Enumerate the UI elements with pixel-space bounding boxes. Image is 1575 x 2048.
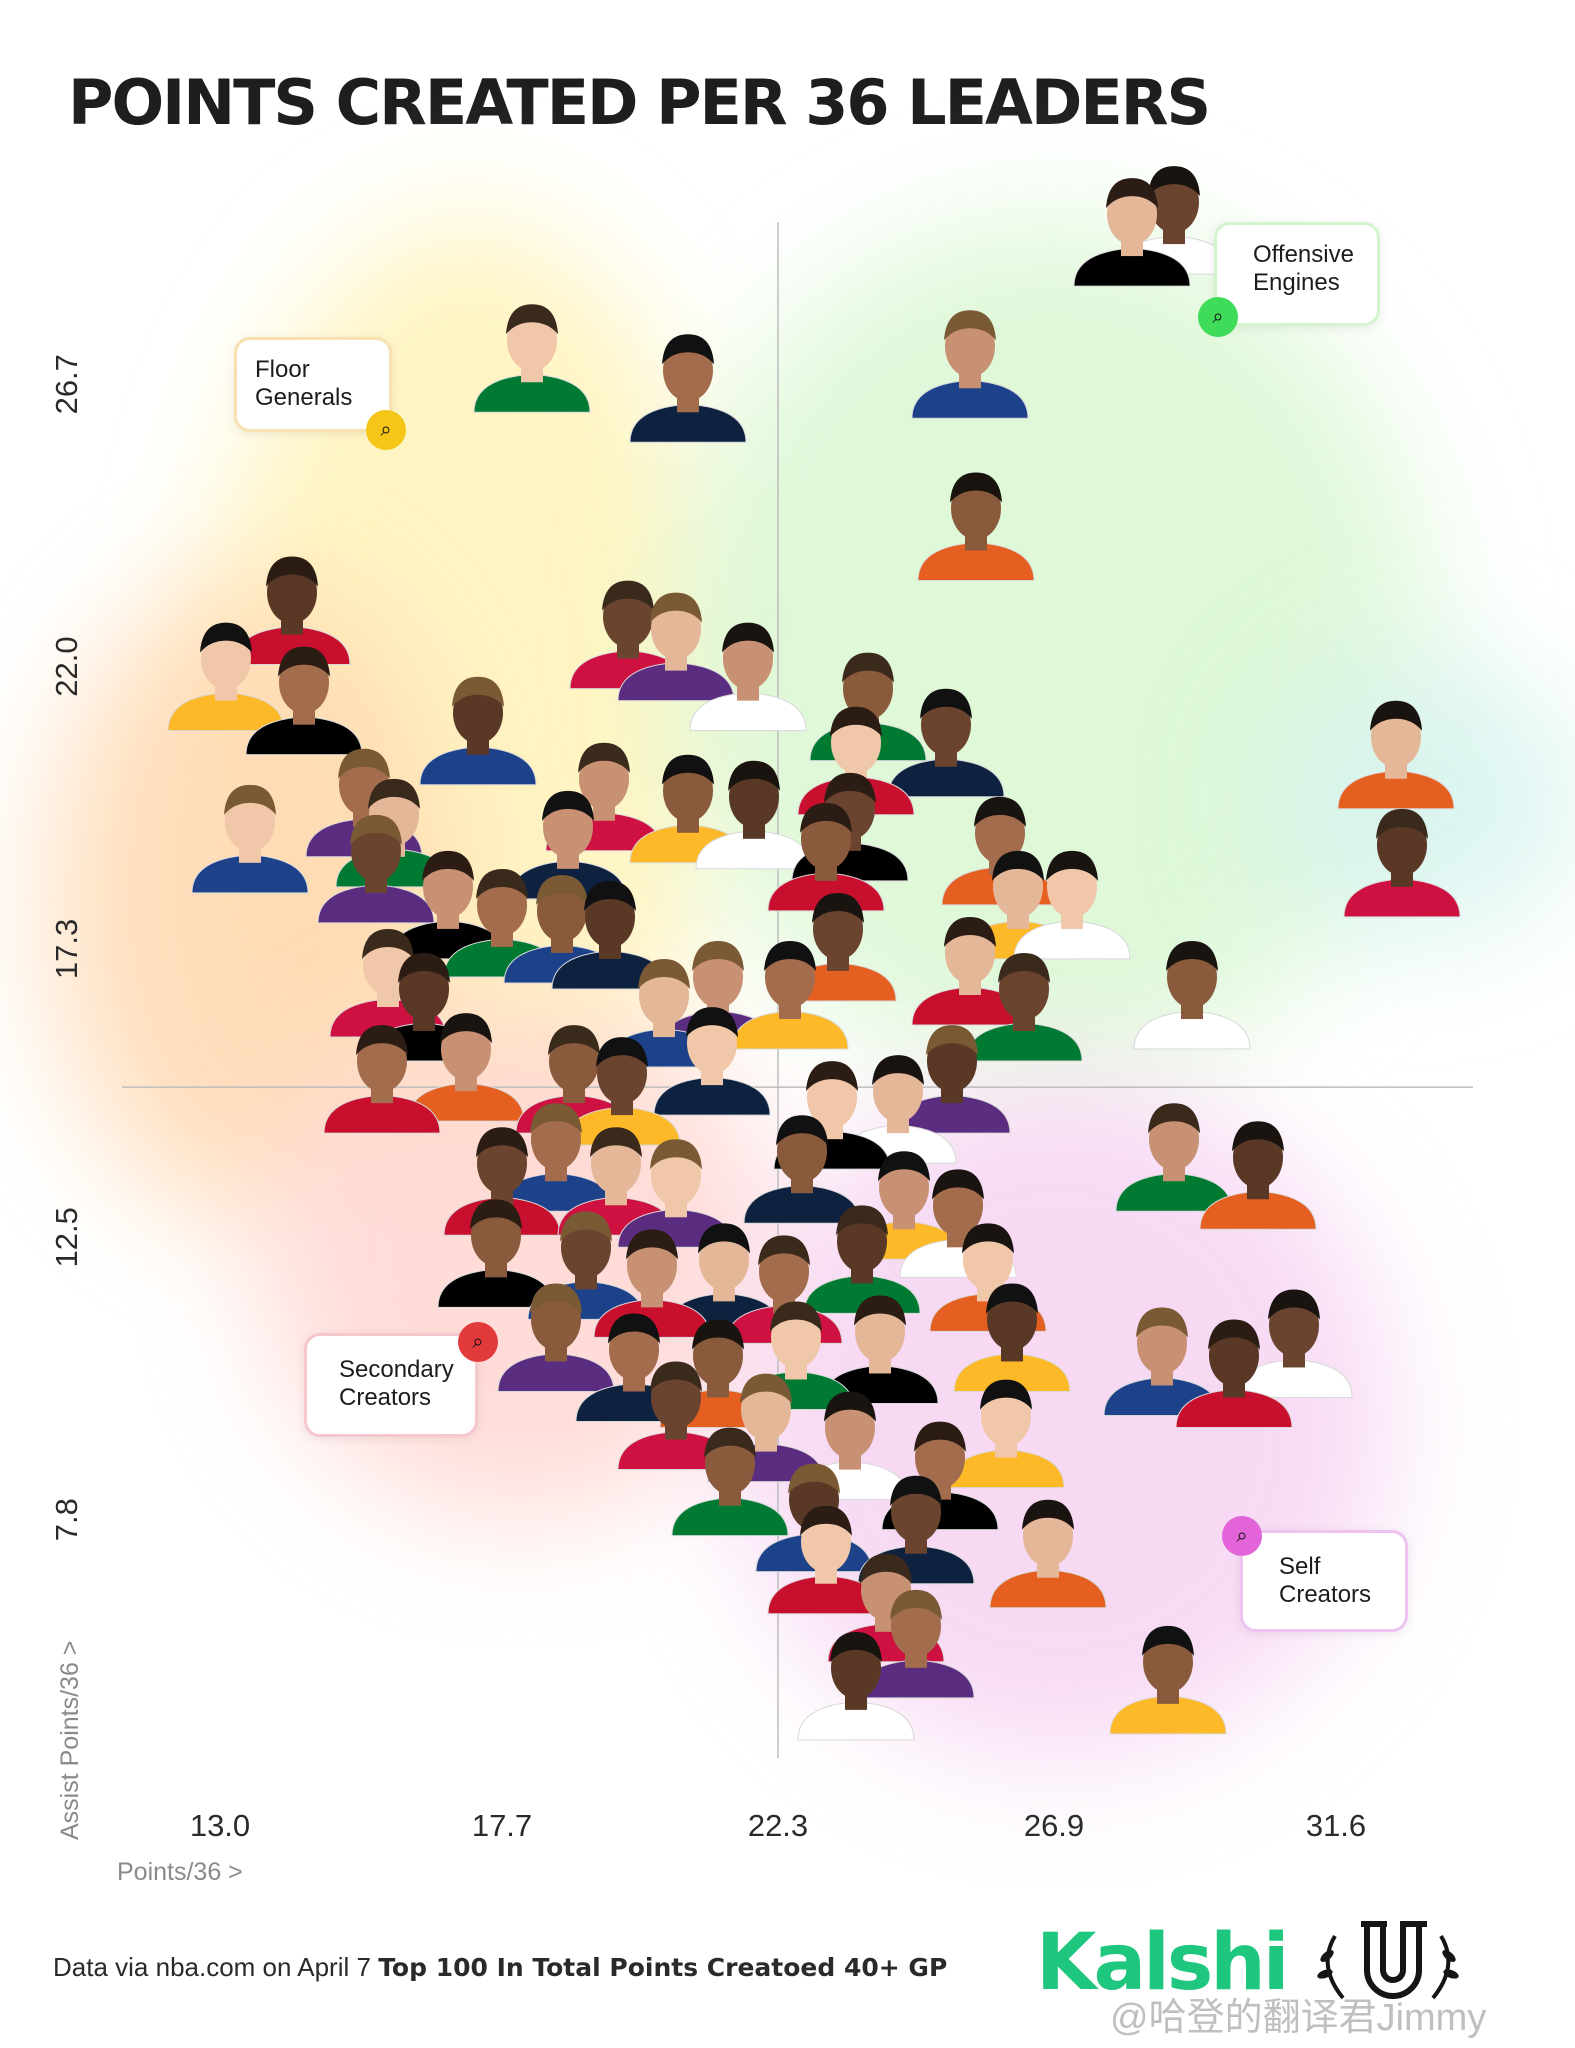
player-point [629,754,747,864]
player-point [551,880,669,990]
x-tick-label: 22.3 [748,1808,808,1843]
player-point [323,1025,441,1134]
quadrant-label-floor-generals: Floor Generals [234,337,392,432]
player-point [1337,700,1455,810]
player-points [167,166,1461,1741]
map-search-icon: ⌕ [1222,1516,1262,1556]
player-point [743,1115,861,1224]
player-point [1175,1319,1293,1428]
y-tick-label: 26.7 [49,354,84,414]
player-point [167,622,285,732]
player-point [389,850,507,960]
player-point [407,1013,525,1122]
player-point [515,1025,633,1134]
player-point [1133,941,1251,1050]
player-point [689,622,807,732]
player-point [947,1379,1065,1489]
player-point [473,304,591,413]
player-point [1115,1103,1233,1212]
player-point [629,334,747,443]
kalshi-logo: Kalshi [1036,1918,1290,2008]
player-point [1343,808,1461,918]
player-point [1073,178,1191,287]
player-point [767,1505,885,1615]
player-point [953,1283,1071,1392]
player-point [233,556,351,666]
player-point [797,1631,915,1741]
laurel-u-logo [1317,1921,1459,2000]
chart-title: POINTS CREATED PER 36 LEADERS [68,66,1211,139]
player-point [1013,850,1131,960]
player-point [617,1361,735,1471]
player-point [245,646,363,756]
quadrant-label-self-creators: Self Creators [1240,1530,1408,1632]
x-tick-label: 26.9 [1024,1808,1084,1843]
y-tick-label: 22.0 [49,636,84,696]
player-point [887,688,1005,798]
quadrant-label-offensive-engines: Offensive Engines [1214,222,1380,326]
player-point [191,784,309,894]
player-point [821,1295,939,1404]
x-tick-label: 13.0 [190,1808,250,1843]
x-axis-label: Points/36 > [117,1858,243,1886]
quadrant-label-secondary-creators: Secondary Creators [304,1333,478,1437]
player-point [731,941,849,1050]
player-point [1109,1625,1227,1735]
x-tick-label: 31.6 [1306,1808,1366,1843]
watermark: @哈登的翻译君Jimmy [1110,1997,1487,2039]
map-search-icon: ⌕ [366,410,406,450]
player-point [989,1499,1107,1609]
player-point [917,472,1035,581]
map-search-icon: ⌕ [458,1322,498,1362]
player-point [1235,1289,1353,1398]
player-point [443,868,561,978]
player-point [497,1283,615,1392]
y-axis-label: Assist Points/36 > [56,1640,84,1840]
player-point [563,1037,681,1146]
player-point [911,310,1029,419]
y-tick-label: 7.8 [49,1498,84,1541]
player-point [437,1199,555,1308]
y-tick-label: 12.5 [49,1207,84,1267]
axis-ticks: 13.0 17.7 22.3 26.9 31.6 26.7 22.0 17.3 12.5 7.8 [49,354,1366,1843]
player-point [1199,1121,1317,1230]
x-tick-label: 17.7 [472,1808,532,1843]
player-point [653,1007,771,1116]
map-search-icon: ⌕ [1198,297,1238,337]
player-point [965,953,1083,1062]
player-point [893,1025,1011,1134]
player-point [419,676,537,786]
player-point [671,1427,789,1537]
player-point [317,814,435,924]
y-tick-label: 17.3 [49,919,84,979]
player-point [617,592,735,702]
source-note: Data via nba.com on April 7 Top 100 In T… [53,1952,948,1982]
